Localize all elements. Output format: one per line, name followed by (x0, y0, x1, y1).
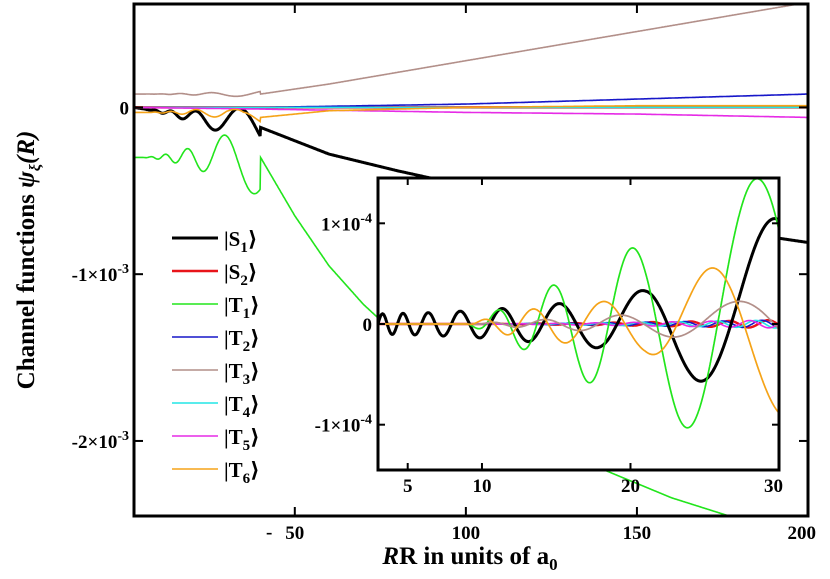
main-series-t6 (134, 104, 808, 124)
main-series-t5 (134, 106, 808, 119)
inset-axes: 5 10 20 30 1×10-4 0 -1×10-4 (315, 178, 783, 497)
main-y-tick-label: 0 (120, 98, 130, 119)
main-y-tick-label: -1×10-3 (72, 262, 129, 286)
main-x-tick-label: 50 (285, 523, 304, 544)
inset-x-tick-label: 10 (472, 476, 491, 497)
inset-y-tick-label: -1×10-4 (315, 413, 372, 437)
main-x-tick-label: 100 (452, 523, 481, 544)
main-y-tick-label: -2×10-3 (72, 429, 129, 453)
main-series-t3 (134, 4, 804, 98)
x-axis-title: RR in units of a0 (381, 543, 557, 574)
inset-x-tick-label: 30 (764, 476, 783, 497)
inset-y-tick-label: 0 (363, 315, 373, 336)
inset-series-group (378, 178, 779, 429)
x-axis-subscript: 0 (549, 555, 558, 574)
main-x-tick-label: 200 (788, 523, 817, 544)
inset-y-tick-label: 1×10-4 (321, 211, 372, 235)
main-x-tick-label: 150 (623, 523, 652, 544)
inset-series-t6 (378, 267, 779, 414)
inset-series-s1 (378, 217, 779, 383)
main-plot-frame (132, 2, 810, 518)
inset-x-tick-label: 5 (403, 476, 413, 497)
inset-x-tick-label: 20 (621, 476, 640, 497)
y-axis-title: Channel functions ψξ(R) (13, 131, 44, 390)
stray-mark: - (266, 522, 272, 543)
